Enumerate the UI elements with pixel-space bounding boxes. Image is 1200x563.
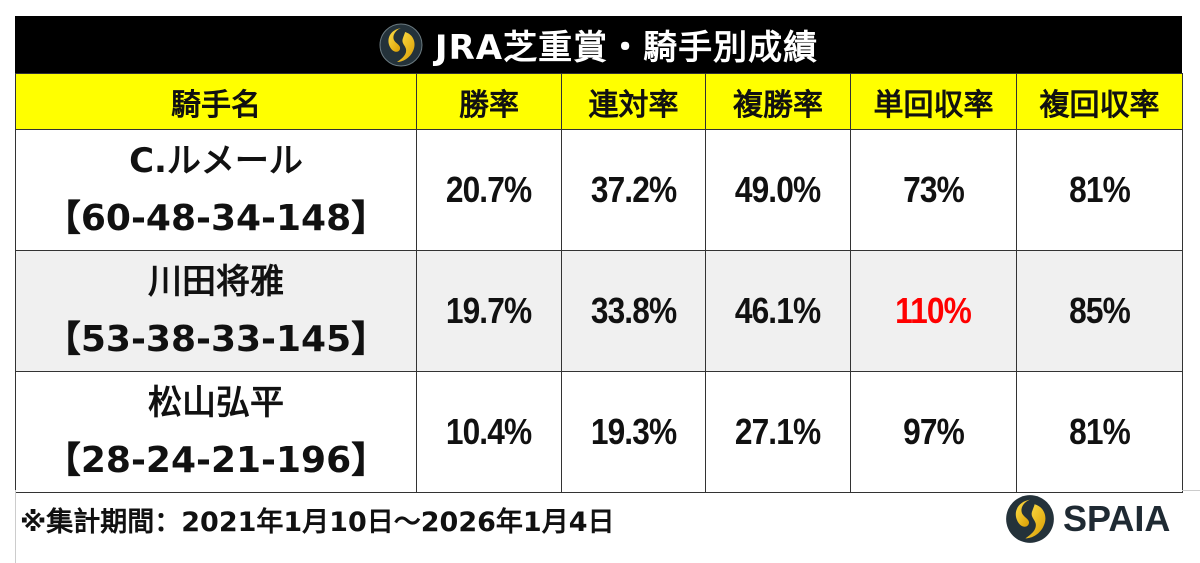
quinella-rate-cell: 37.2% bbox=[561, 129, 706, 251]
win-rate-cell: 20.7% bbox=[416, 129, 562, 251]
place-rate-cell: 46.1% bbox=[705, 250, 851, 372]
brand-logo: SPAIA bbox=[1005, 494, 1170, 544]
brand-name: SPAIA bbox=[1063, 498, 1171, 539]
jockey-record: 【60-48-34-148】 bbox=[44, 198, 388, 239]
place-return-cell: 81% bbox=[1016, 129, 1183, 251]
jockey-record: 【53-38-33-145】 bbox=[44, 319, 388, 360]
period-footnote: ※集計期間：2021年1月10日～2026年1月4日 bbox=[20, 507, 615, 538]
col-header-quinella-rate: 連対率 bbox=[561, 73, 706, 130]
win-return-cell: 97% bbox=[850, 371, 1017, 493]
col-header-win-rate: 勝率 bbox=[416, 73, 562, 130]
divider bbox=[15, 490, 16, 563]
place-rate-cell: 49.0% bbox=[705, 129, 851, 251]
win-rate-cell: 10.4% bbox=[416, 371, 562, 493]
spaia-logo-icon bbox=[1006, 495, 1054, 543]
win-return-cell: 73% bbox=[850, 129, 1017, 251]
jockey-stats-table: 騎手名 勝率 連対率 複勝率 単回収率 複回収率 C.ルメール 【60-48-3… bbox=[15, 73, 1183, 493]
jockey-cell: 川田将雅 【53-38-33-145】 bbox=[15, 250, 417, 372]
jockey-name: C.ルメール bbox=[129, 141, 303, 181]
quinella-rate-cell: 19.3% bbox=[561, 371, 706, 493]
place-return-cell: 81% bbox=[1016, 371, 1183, 493]
table-row: C.ルメール 【60-48-34-148】 20.7% 37.2% 49.0% … bbox=[15, 129, 1183, 251]
jockey-name: 松山弘平 bbox=[148, 383, 284, 423]
table-row: 松山弘平 【28-24-21-196】 10.4% 19.3% 27.1% 97… bbox=[15, 371, 1183, 493]
win-rate-cell: 19.7% bbox=[416, 250, 562, 372]
col-header-place-return: 複回収率 bbox=[1016, 73, 1183, 130]
table-row: 川田将雅 【53-38-33-145】 19.7% 33.8% 46.1% 11… bbox=[15, 250, 1183, 372]
page-title: JRA芝重賞・騎手別成績 bbox=[434, 28, 819, 68]
spaia-logo-icon bbox=[379, 23, 423, 66]
stats-table-frame: JRA芝重賞・騎手別成績 騎手名 勝率 連対率 複勝率 単回収率 複回収率 C.… bbox=[15, 16, 1183, 493]
title-bar: JRA芝重賞・騎手別成績 bbox=[15, 16, 1182, 73]
col-header-place-rate: 複勝率 bbox=[705, 73, 851, 130]
place-return-cell: 85% bbox=[1016, 250, 1183, 372]
win-return-cell-highlighted: 110% bbox=[850, 250, 1017, 372]
jockey-cell: 松山弘平 【28-24-21-196】 bbox=[15, 371, 417, 493]
place-rate-cell: 27.1% bbox=[705, 371, 851, 493]
jockey-record: 【28-24-21-196】 bbox=[44, 440, 388, 481]
col-header-jockey: 騎手名 bbox=[15, 73, 417, 130]
col-header-win-return: 単回収率 bbox=[850, 73, 1017, 130]
jockey-name: 川田将雅 bbox=[148, 262, 284, 302]
quinella-rate-cell: 33.8% bbox=[561, 250, 706, 372]
header-row: 騎手名 勝率 連対率 複勝率 単回収率 複回収率 bbox=[15, 73, 1183, 130]
jockey-cell: C.ルメール 【60-48-34-148】 bbox=[15, 129, 417, 251]
divider bbox=[1182, 490, 1200, 491]
